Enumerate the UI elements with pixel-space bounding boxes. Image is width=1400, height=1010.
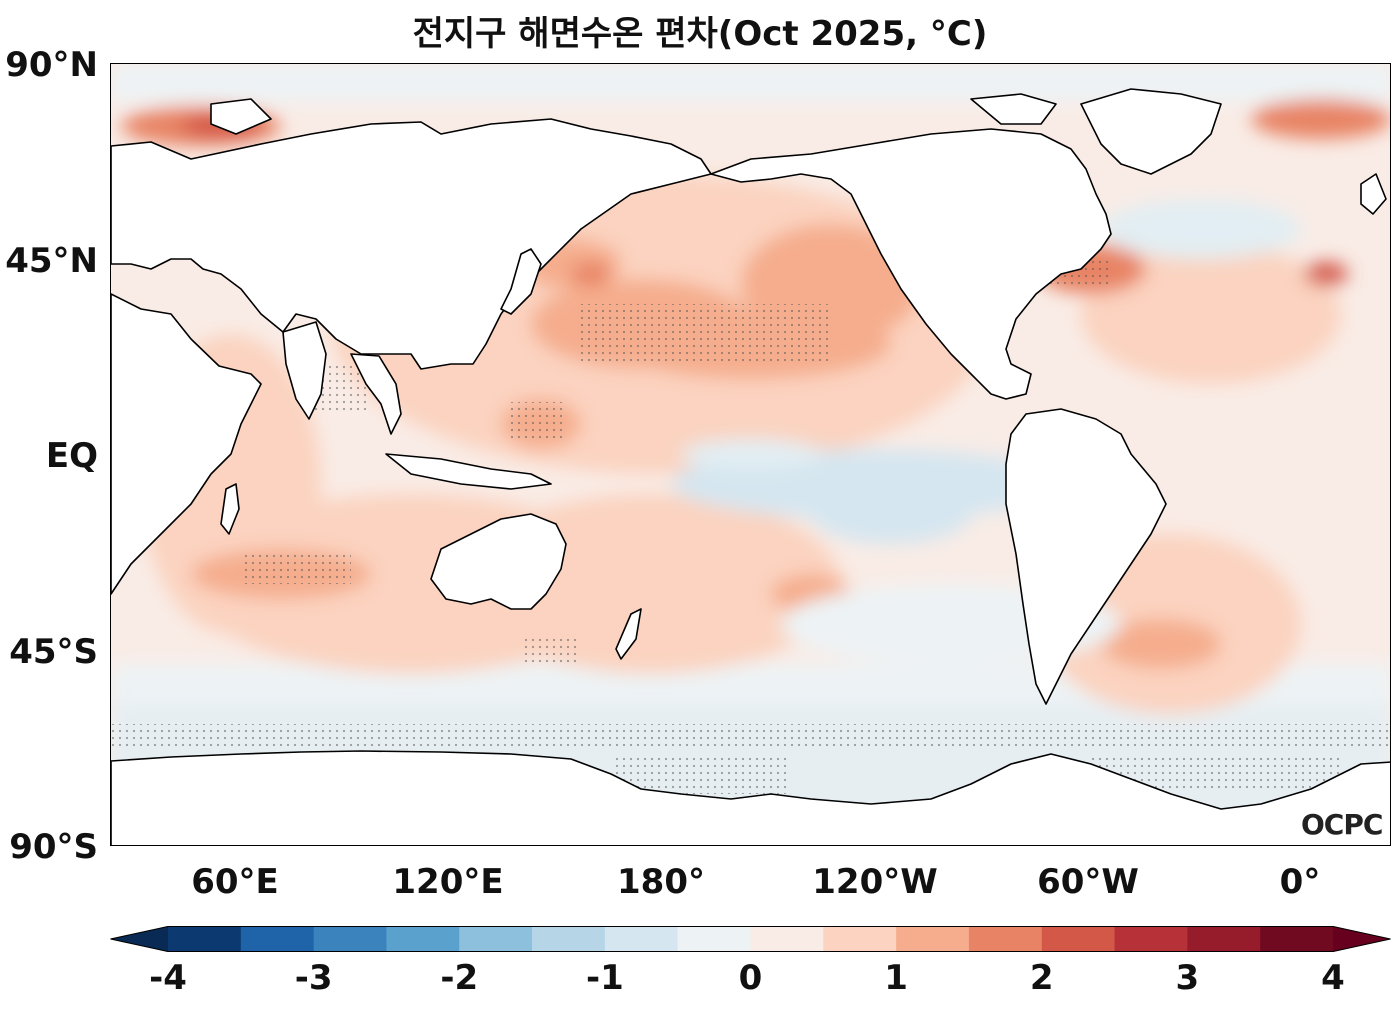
y-tick-45s: 45°S <box>9 632 98 672</box>
map-canvas <box>111 64 1390 845</box>
colorbar-tick-label: -1 <box>585 958 624 998</box>
colorbar-tick-label: 0 <box>738 958 763 998</box>
indochina-landmass <box>350 353 402 435</box>
sst-anomaly-map: OCPC <box>110 63 1391 846</box>
australia-landmass <box>430 513 567 610</box>
new-zealand-landmass <box>615 608 642 660</box>
colorbar-segment <box>1187 926 1261 952</box>
ocpc-logo: OCPC <box>1301 808 1383 841</box>
colorbar-segment <box>168 926 242 952</box>
uk-landmass <box>1360 173 1387 215</box>
y-tick-90s: 90°S <box>9 827 98 867</box>
colorbar-tick-label: -3 <box>294 958 333 998</box>
colorbar-segment <box>240 926 315 952</box>
colorbar-extend-min <box>110 926 168 952</box>
x-tick-60e: 60°E <box>191 862 279 902</box>
eurasia-landmass <box>111 118 712 370</box>
africa-landmass <box>111 293 262 595</box>
colorbar <box>110 926 1391 952</box>
colorbar-tick-label: 3 <box>1175 958 1200 998</box>
colorbar-segment <box>1114 926 1188 952</box>
colorbar-segment <box>1041 926 1116 952</box>
colorbar-segment <box>459 926 533 952</box>
colorbar-extend-max <box>1333 926 1391 952</box>
india-landmass <box>282 321 327 420</box>
japan-landmass <box>500 248 542 315</box>
colorbar-segment <box>968 926 1043 952</box>
map-title: 전지구 해면수온 편차(Oct 2025, °C) <box>412 14 988 54</box>
y-tick-90n: 90°N <box>5 45 98 85</box>
south-america-landmass <box>1005 408 1167 705</box>
x-tick-180: 180° <box>617 862 705 902</box>
canadian-archipelago <box>970 93 1057 125</box>
arctic-islands <box>210 98 272 135</box>
x-tick-120e: 120°E <box>392 862 504 902</box>
colorbar-segment <box>823 926 897 952</box>
colorbar-tick-label: 2 <box>1029 958 1054 998</box>
colorbar-tick-label: -2 <box>440 958 479 998</box>
coastlines <box>111 88 1390 845</box>
y-tick-45n: 45°N <box>5 241 98 281</box>
north-america-landmass <box>710 128 1112 400</box>
colorbar-segment <box>532 926 606 952</box>
antarctica-landmass <box>111 750 1390 845</box>
x-tick-120w: 120°W <box>812 862 938 902</box>
y-tick-eq: EQ <box>45 436 98 476</box>
madagascar-landmass <box>220 483 240 535</box>
colorbar-tick-label: -4 <box>149 958 187 998</box>
colorbar-segment <box>604 926 679 952</box>
indonesia-islands <box>385 453 552 490</box>
x-tick-60w: 60°W <box>1037 862 1139 902</box>
colorbar-segment <box>1260 926 1334 952</box>
colorbar-tick-label: 4 <box>1321 958 1345 998</box>
colorbar-tick-label: 1 <box>884 958 908 998</box>
colorbar-segment <box>677 926 751 952</box>
greenland-landmass <box>1080 88 1222 175</box>
colorbar-segment <box>750 926 824 952</box>
colorbar-segment <box>896 926 970 952</box>
colorbar-segment <box>313 926 387 952</box>
x-tick-0: 0° <box>1279 862 1321 902</box>
colorbar-segment <box>386 926 460 952</box>
